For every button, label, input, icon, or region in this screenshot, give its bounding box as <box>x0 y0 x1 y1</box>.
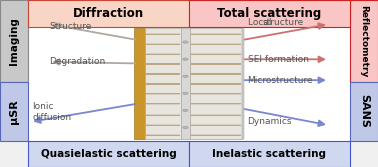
Bar <box>146 43 180 44</box>
Bar <box>146 83 180 85</box>
Text: Microstructure: Microstructure <box>248 76 313 85</box>
Bar <box>191 43 241 44</box>
Bar <box>191 84 241 85</box>
Bar <box>191 114 241 116</box>
Bar <box>191 73 241 75</box>
Bar <box>146 103 180 105</box>
Bar <box>146 114 180 116</box>
Bar <box>189 0 350 27</box>
Text: Local: Local <box>248 18 274 27</box>
Text: Degradation: Degradation <box>49 57 105 66</box>
Text: Ionic
diffusion: Ionic diffusion <box>32 102 71 122</box>
Bar <box>350 82 378 141</box>
Bar <box>146 63 180 65</box>
Bar <box>191 53 241 54</box>
Bar <box>191 83 241 85</box>
Bar <box>191 94 241 95</box>
Bar <box>0 0 28 82</box>
Text: Inelastic scattering: Inelastic scattering <box>212 149 326 159</box>
Bar <box>191 124 241 125</box>
Bar <box>146 53 180 54</box>
Bar <box>28 27 350 141</box>
Bar <box>146 124 180 126</box>
Text: SEI formation: SEI formation <box>248 55 308 64</box>
Bar <box>191 33 241 35</box>
Bar <box>191 43 241 45</box>
Bar <box>242 28 244 139</box>
Bar <box>134 28 145 139</box>
Text: μSR: μSR <box>9 99 19 124</box>
Text: Diffraction: Diffraction <box>73 7 144 20</box>
Text: SANS: SANS <box>359 94 369 128</box>
Bar <box>146 134 180 135</box>
Bar <box>146 134 180 136</box>
Bar <box>146 33 180 35</box>
Text: Imaging: Imaging <box>9 17 19 65</box>
Circle shape <box>183 75 188 77</box>
Bar <box>146 73 180 75</box>
Text: Total scattering: Total scattering <box>217 7 321 20</box>
Bar <box>350 0 378 82</box>
Bar <box>146 94 180 95</box>
Bar <box>191 53 241 55</box>
Bar <box>189 141 350 167</box>
Bar <box>146 53 180 55</box>
Bar <box>146 104 180 105</box>
Text: Structure: Structure <box>49 22 91 31</box>
Bar <box>145 28 181 139</box>
Text: Dynamics: Dynamics <box>248 117 292 126</box>
Bar <box>191 93 241 95</box>
Bar <box>146 114 180 115</box>
Circle shape <box>183 92 188 95</box>
Text: Quasielastic scattering: Quasielastic scattering <box>41 149 177 159</box>
Bar <box>191 124 241 126</box>
Bar <box>191 33 241 34</box>
Bar <box>191 114 241 115</box>
Circle shape <box>183 126 188 129</box>
Bar <box>146 33 180 34</box>
Bar <box>191 63 241 65</box>
Text: Reflectometry: Reflectometry <box>359 5 368 77</box>
Bar <box>191 134 241 136</box>
Bar <box>0 82 28 141</box>
Bar <box>28 141 189 167</box>
Bar <box>146 43 180 45</box>
Circle shape <box>183 58 188 60</box>
Circle shape <box>183 109 188 112</box>
Bar <box>146 93 180 95</box>
Circle shape <box>183 41 188 43</box>
Bar <box>191 103 241 105</box>
Bar <box>191 104 241 105</box>
Bar <box>146 124 180 125</box>
Bar <box>28 0 189 27</box>
Bar <box>190 28 242 139</box>
Text: structure: structure <box>263 18 304 27</box>
Bar <box>191 134 241 135</box>
Bar <box>146 84 180 85</box>
Bar <box>181 28 190 139</box>
